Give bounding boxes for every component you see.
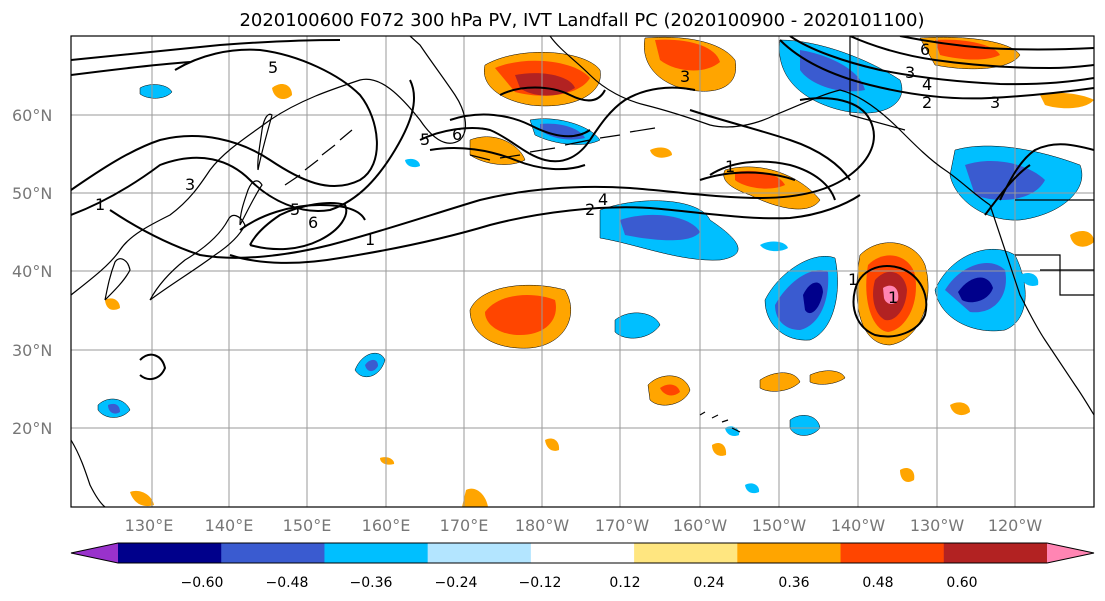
colorbar-segment bbox=[840, 543, 945, 563]
svg-text:6: 6 bbox=[308, 213, 318, 232]
svg-text:4: 4 bbox=[598, 190, 608, 209]
colorbar bbox=[70, 542, 1095, 564]
svg-text:4: 4 bbox=[922, 75, 932, 94]
colorbar-tick-label: −0.24 bbox=[435, 575, 478, 591]
svg-text:2: 2 bbox=[922, 93, 932, 112]
colorbar-segment bbox=[530, 543, 635, 563]
svg-text:5: 5 bbox=[268, 58, 278, 77]
svg-text:3: 3 bbox=[680, 67, 690, 86]
lon-label: 170°W bbox=[595, 516, 650, 535]
lon-labels: 130°E 140°E 150°E 160°E 170°E 180°W 170°… bbox=[125, 516, 1043, 535]
colorbar-tick-label: 0.60 bbox=[946, 575, 977, 591]
ivt-shading bbox=[97, 36, 1094, 507]
svg-text:1: 1 bbox=[365, 230, 375, 249]
lat-label: 60°N bbox=[12, 106, 52, 125]
colorbar-tick-label: 0.48 bbox=[862, 575, 893, 591]
svg-text:1: 1 bbox=[848, 270, 858, 289]
svg-text:6: 6 bbox=[920, 40, 930, 59]
colorbar-segment bbox=[118, 543, 222, 563]
colorbar-tick-label: 0.12 bbox=[609, 575, 640, 591]
colorbar-tick-label: −0.48 bbox=[266, 575, 309, 591]
colorbar-segment bbox=[737, 543, 842, 563]
map-frame bbox=[70, 35, 1095, 508]
colorbar-segment bbox=[943, 543, 1048, 563]
colorbar-segment bbox=[427, 543, 532, 563]
lat-labels: 60°N 50°N 40°N 30°N 20°N bbox=[12, 106, 52, 438]
svg-text:5: 5 bbox=[290, 200, 300, 219]
pv-contours bbox=[71, 36, 1094, 381]
coastlines bbox=[71, 36, 1094, 507]
colorbar-outline bbox=[70, 542, 1095, 564]
lat-label: 20°N bbox=[12, 419, 52, 438]
svg-text:5: 5 bbox=[420, 130, 430, 149]
lon-label: 140°E bbox=[205, 516, 254, 535]
lon-label: 140°W bbox=[831, 516, 886, 535]
svg-text:2: 2 bbox=[585, 200, 595, 219]
figure-title: 2020100600 F072 300 hPa PV, IVT Landfall… bbox=[239, 10, 924, 31]
lon-label: 130°W bbox=[910, 516, 965, 535]
colorbar-tick-label: 0.24 bbox=[693, 575, 724, 591]
svg-text:6: 6 bbox=[452, 125, 462, 144]
lon-label: 160°E bbox=[362, 516, 411, 535]
colorbar-extend-min bbox=[71, 543, 118, 563]
lon-label: 180°W bbox=[515, 516, 570, 535]
colorbar-tick-label: −0.60 bbox=[181, 575, 224, 591]
colorbar-tick-label: −0.36 bbox=[350, 575, 393, 591]
svg-text:1: 1 bbox=[95, 195, 105, 214]
lon-label: 130°E bbox=[125, 516, 174, 535]
colorbar-segment bbox=[634, 543, 738, 563]
lat-label: 30°N bbox=[12, 341, 52, 360]
lon-label: 150°W bbox=[752, 516, 807, 535]
lon-label: 150°E bbox=[283, 516, 332, 535]
colorbar-tick-label: 0.36 bbox=[778, 575, 809, 591]
graticule bbox=[71, 36, 1094, 507]
colorbar-segment bbox=[324, 543, 429, 563]
svg-text:1: 1 bbox=[888, 288, 898, 307]
lat-label: 50°N bbox=[12, 184, 52, 203]
colorbar-extend-max bbox=[1047, 543, 1094, 563]
pv-contour-labels: 5 6 5 6 3 3 4 2 3 1 1 5 6 3 1 2 4 1 1 bbox=[95, 40, 1000, 307]
lon-label: 120°W bbox=[988, 516, 1043, 535]
svg-text:3: 3 bbox=[905, 63, 915, 82]
colorbar-tick-labels: −0.60 −0.48 −0.36 −0.24 −0.12 0.12 0.24 … bbox=[181, 575, 978, 591]
svg-text:3: 3 bbox=[990, 93, 1000, 112]
colorbar-tick-label: −0.12 bbox=[519, 575, 562, 591]
colorbar-segment bbox=[221, 543, 325, 563]
lon-label: 160°W bbox=[673, 516, 728, 535]
lat-label: 40°N bbox=[12, 262, 52, 281]
svg-text:1: 1 bbox=[725, 157, 735, 176]
lon-label: 170°E bbox=[440, 516, 489, 535]
svg-text:3: 3 bbox=[185, 175, 195, 194]
